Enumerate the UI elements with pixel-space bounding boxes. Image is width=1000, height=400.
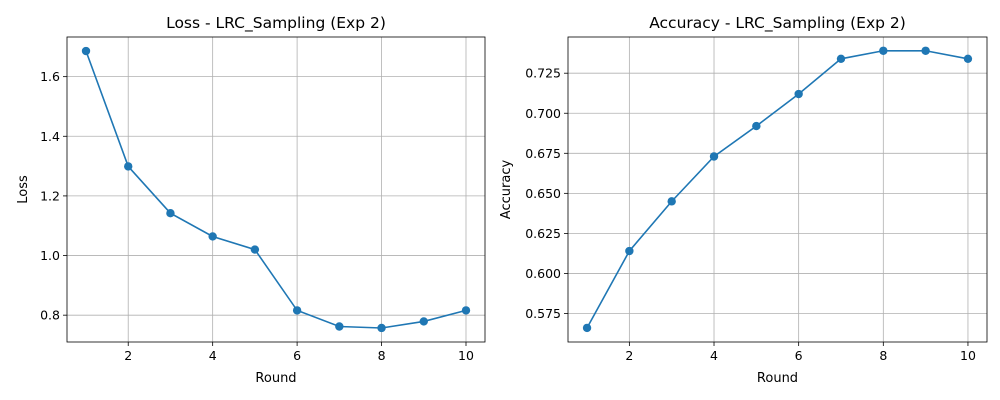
chart-title: Accuracy - LRC_Sampling (Exp 2): [649, 14, 906, 33]
y-tick-label: 0.8: [40, 308, 60, 323]
x-tick-label: 6: [293, 348, 301, 363]
data-point: [419, 317, 428, 326]
data-point: [709, 152, 719, 161]
x-tick-label: 4: [710, 348, 718, 363]
y-tick-label: 0.700: [525, 106, 561, 121]
data-point: [124, 162, 133, 171]
plot-frame: [66, 36, 486, 343]
chart-title: Loss - LRC_Sampling (Exp 2): [166, 14, 386, 33]
y-tick-label: 0.650: [525, 186, 561, 201]
data-point: [625, 246, 634, 256]
data-point: [667, 197, 676, 206]
data-point: [752, 121, 761, 131]
x-tick-label: 10: [960, 348, 976, 363]
series-line: [586, 49, 969, 329]
data-point: [794, 89, 803, 99]
series-line: [85, 50, 467, 329]
loss-chart-panel: Loss - LRC_Sampling (Exp 2) Round Loss 2…: [16, 14, 486, 386]
x-tick-label: 8: [378, 348, 386, 363]
data-point: [377, 323, 386, 333]
plot-frame: [567, 36, 988, 343]
x-axis-label: Round: [757, 371, 798, 386]
data-point: [166, 209, 175, 218]
grid: [67, 37, 485, 342]
x-axis-label: Round: [255, 371, 296, 386]
y-tick-label: 1.4: [40, 129, 60, 144]
grid: [568, 37, 987, 342]
y-tick-label: 0.625: [525, 226, 561, 241]
data-point: [208, 232, 217, 241]
accuracy-chart-panel: Accuracy - LRC_Sampling (Exp 2) Round Ac…: [499, 14, 988, 386]
x-tick-label: 2: [625, 348, 633, 363]
x-tick-label: 8: [879, 348, 887, 363]
x-tick-label: 6: [795, 348, 803, 363]
data-point: [81, 46, 91, 56]
y-axis-label: Accuracy: [499, 160, 514, 220]
data-point: [335, 322, 344, 331]
y-tick-label: 1.0: [40, 248, 60, 263]
data-point: [879, 46, 888, 55]
data-point: [250, 245, 260, 254]
x-tick-label: 2: [124, 348, 132, 363]
data-point: [461, 306, 471, 315]
y-tick-label: 1.6: [40, 69, 60, 84]
data-point: [836, 54, 846, 63]
data-point: [963, 54, 973, 63]
data-point: [921, 46, 930, 55]
y-tick-label: 0.600: [525, 266, 561, 281]
y-axis-label: Loss: [16, 175, 31, 204]
y-tick-label: 0.725: [525, 66, 561, 81]
y-tick-label: 0.575: [525, 306, 561, 321]
y-tick-label: 1.2: [40, 188, 60, 203]
data-point: [582, 323, 592, 333]
x-tick-label: 10: [458, 348, 474, 363]
y-tick-label: 0.675: [525, 146, 561, 161]
x-tick-label: 4: [209, 348, 217, 363]
data-point: [292, 306, 302, 315]
